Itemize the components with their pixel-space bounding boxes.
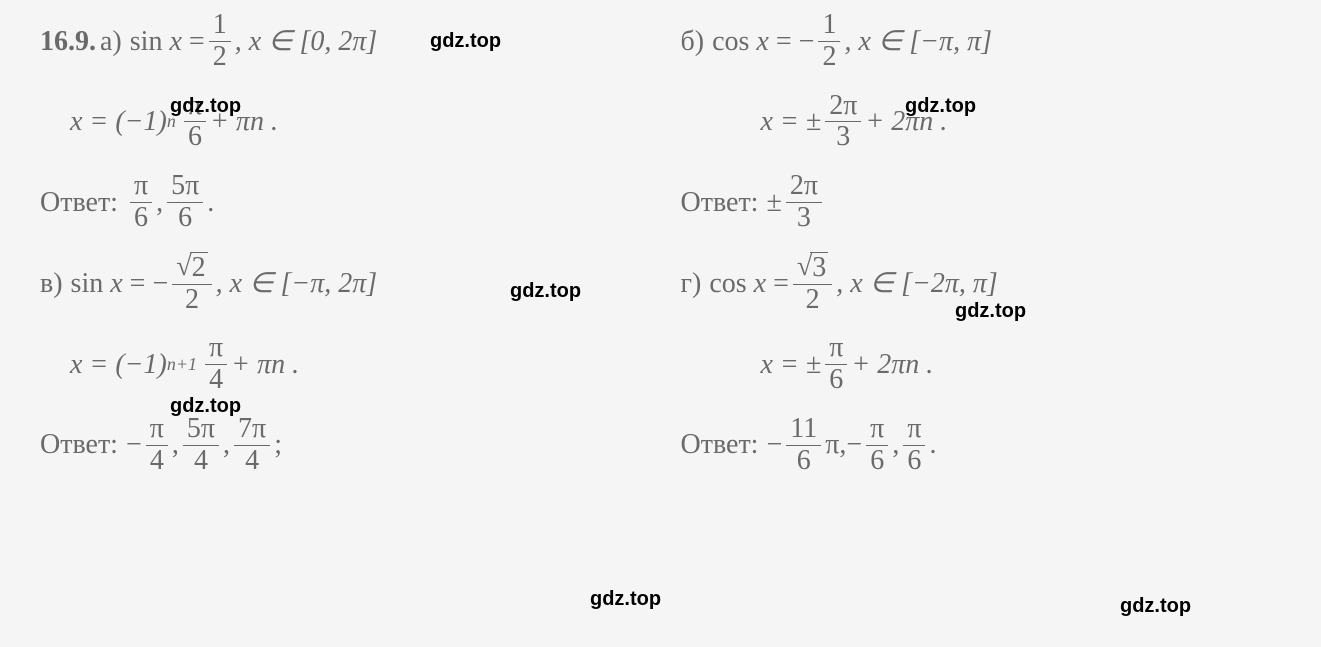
watermark: gdz.top — [590, 588, 661, 611]
fraction: 11 6 — [786, 414, 821, 477]
text: + 2πn . — [851, 348, 933, 382]
suffix: π — [825, 428, 839, 462]
text: x = ± — [761, 348, 822, 382]
text: sin x = — [130, 25, 205, 59]
separator: , — [839, 428, 846, 462]
fraction: π 6 — [130, 171, 152, 234]
text: + πn . — [231, 348, 299, 382]
part-d-label: г) — [681, 267, 702, 301]
answer-label: Ответ: — [40, 186, 118, 220]
part-c-answer: Ответ: − π 4 , 5π 4 , 7π 4 ; — [40, 414, 641, 477]
watermark: gdz.top — [170, 395, 241, 418]
text: sin x = − — [71, 267, 169, 301]
neg: − — [126, 428, 142, 462]
fraction: √2 2 — [172, 252, 211, 316]
fraction: 5π 6 — [167, 171, 203, 234]
answer-label: Ответ: — [681, 428, 759, 462]
watermark: gdz.top — [430, 30, 501, 53]
part-d-solution: x = ± π 6 + 2πn . — [761, 333, 1282, 396]
watermark: gdz.top — [1120, 595, 1191, 618]
text: cos x = — [709, 267, 789, 301]
right-column: б) cos x = − 1 2 , x ∈ [−π, π] x = ± 2π … — [681, 10, 1282, 495]
part-a-answer: Ответ: π 6 , 5π 6 . — [40, 171, 641, 234]
fraction: π 6 — [866, 414, 888, 477]
fraction: 1 2 — [209, 10, 231, 73]
fraction: 5π 4 — [183, 414, 219, 477]
fraction: π 4 — [146, 414, 168, 477]
part-a-solution: x = (−1) n π 6 + πn . — [70, 91, 641, 154]
separator: , — [223, 428, 230, 462]
fraction: 1 2 — [818, 10, 840, 73]
left-column: 16.9. а) sin x = 1 2 , x ∈ [0, 2π] x = (… — [40, 10, 641, 495]
separator: , — [892, 428, 899, 462]
text: . — [929, 428, 936, 462]
fraction: π 4 — [205, 333, 227, 396]
answer-label: Ответ: — [681, 186, 759, 220]
part-c-solution: x = (−1) n+1 π 4 + πn . — [70, 333, 641, 396]
text: x = ± — [761, 105, 822, 139]
part-b-answer: Ответ: ± 2π 3 — [681, 171, 1282, 234]
separator: , — [172, 428, 179, 462]
fraction: π 6 — [825, 333, 847, 396]
interval: , x ∈ [−π, π] — [844, 25, 992, 59]
text: x = (−1) — [70, 105, 167, 139]
watermark: gdz.top — [510, 280, 581, 303]
problem-number: 16.9. — [40, 25, 96, 59]
fraction: 2π 3 — [825, 91, 861, 154]
interval: , x ∈ [0, 2π] — [235, 25, 378, 59]
text: x = (−1) — [70, 348, 167, 382]
text: . — [207, 186, 214, 220]
neg: − — [846, 428, 862, 462]
part-d-answer: Ответ: − 11 6 π , − π 6 , π 6 . — [681, 414, 1282, 477]
fraction: π 6 — [903, 414, 925, 477]
watermark: gdz.top — [170, 95, 241, 118]
part-b-label: б) — [681, 25, 705, 59]
separator: , — [156, 186, 163, 220]
fraction: 7π 4 — [234, 414, 270, 477]
part-b-solution: x = ± 2π 3 + 2πn . — [761, 91, 1282, 154]
exponent: n+1 — [167, 354, 197, 376]
interval: , x ∈ [−π, 2π] — [216, 267, 378, 301]
prefix: ± — [766, 186, 781, 220]
part-a-equation: 16.9. а) sin x = 1 2 , x ∈ [0, 2π] — [40, 10, 641, 73]
text: ; — [274, 428, 282, 462]
watermark: gdz.top — [905, 95, 976, 118]
neg: − — [766, 428, 782, 462]
part-c-label: в) — [40, 267, 63, 301]
fraction: √3 2 — [793, 252, 832, 316]
fraction: 2π 3 — [786, 171, 822, 234]
part-a-label: а) — [100, 25, 122, 59]
interval: , x ∈ [−2π, π] — [836, 267, 998, 301]
text: cos x = − — [712, 25, 814, 59]
answer-label: Ответ: — [40, 428, 118, 462]
part-b-equation: б) cos x = − 1 2 , x ∈ [−π, π] — [681, 10, 1282, 73]
watermark: gdz.top — [955, 300, 1026, 323]
